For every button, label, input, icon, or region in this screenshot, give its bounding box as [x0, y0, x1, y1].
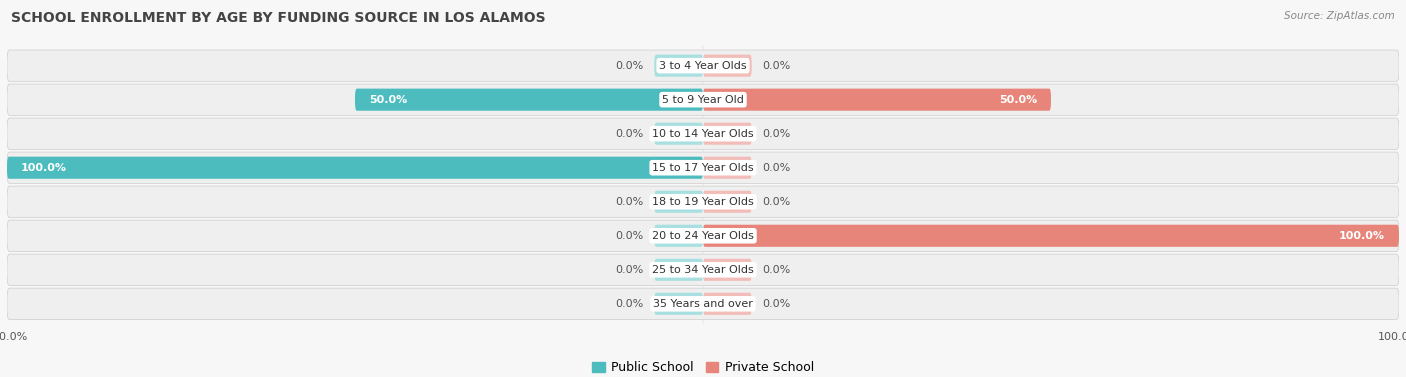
FancyBboxPatch shape	[7, 84, 1399, 115]
Text: 0.0%: 0.0%	[616, 197, 644, 207]
FancyBboxPatch shape	[354, 89, 703, 111]
FancyBboxPatch shape	[703, 225, 1399, 247]
FancyBboxPatch shape	[654, 259, 703, 281]
Text: 35 Years and over: 35 Years and over	[652, 299, 754, 309]
FancyBboxPatch shape	[654, 123, 703, 145]
FancyBboxPatch shape	[654, 191, 703, 213]
Text: SCHOOL ENROLLMENT BY AGE BY FUNDING SOURCE IN LOS ALAMOS: SCHOOL ENROLLMENT BY AGE BY FUNDING SOUR…	[11, 11, 546, 25]
Text: 20 to 24 Year Olds: 20 to 24 Year Olds	[652, 231, 754, 241]
FancyBboxPatch shape	[703, 123, 752, 145]
FancyBboxPatch shape	[654, 225, 703, 247]
Text: 25 to 34 Year Olds: 25 to 34 Year Olds	[652, 265, 754, 275]
Text: 0.0%: 0.0%	[616, 265, 644, 275]
Legend: Public School, Private School: Public School, Private School	[588, 356, 818, 377]
Text: 100.0%: 100.0%	[1339, 231, 1385, 241]
Text: 0.0%: 0.0%	[762, 197, 790, 207]
Text: 0.0%: 0.0%	[762, 129, 790, 139]
Text: 15 to 17 Year Olds: 15 to 17 Year Olds	[652, 163, 754, 173]
Text: 0.0%: 0.0%	[616, 61, 644, 70]
FancyBboxPatch shape	[703, 191, 752, 213]
Text: 50.0%: 50.0%	[998, 95, 1038, 105]
FancyBboxPatch shape	[703, 293, 752, 315]
FancyBboxPatch shape	[703, 89, 1052, 111]
Text: 0.0%: 0.0%	[616, 299, 644, 309]
Text: 0.0%: 0.0%	[616, 129, 644, 139]
Text: 50.0%: 50.0%	[368, 95, 408, 105]
Text: 0.0%: 0.0%	[616, 231, 644, 241]
Text: 0.0%: 0.0%	[762, 299, 790, 309]
FancyBboxPatch shape	[7, 157, 703, 179]
FancyBboxPatch shape	[7, 152, 1399, 183]
Text: 100.0%: 100.0%	[21, 163, 67, 173]
FancyBboxPatch shape	[7, 254, 1399, 285]
Text: 0.0%: 0.0%	[762, 61, 790, 70]
Text: Source: ZipAtlas.com: Source: ZipAtlas.com	[1284, 11, 1395, 21]
FancyBboxPatch shape	[7, 288, 1399, 319]
FancyBboxPatch shape	[703, 55, 752, 77]
Text: 5 to 9 Year Old: 5 to 9 Year Old	[662, 95, 744, 105]
FancyBboxPatch shape	[7, 118, 1399, 149]
FancyBboxPatch shape	[7, 50, 1399, 81]
Text: 10 to 14 Year Olds: 10 to 14 Year Olds	[652, 129, 754, 139]
FancyBboxPatch shape	[654, 55, 703, 77]
Text: 3 to 4 Year Olds: 3 to 4 Year Olds	[659, 61, 747, 70]
Text: 0.0%: 0.0%	[762, 265, 790, 275]
FancyBboxPatch shape	[654, 293, 703, 315]
Text: 18 to 19 Year Olds: 18 to 19 Year Olds	[652, 197, 754, 207]
FancyBboxPatch shape	[703, 157, 752, 179]
FancyBboxPatch shape	[703, 259, 752, 281]
Text: 0.0%: 0.0%	[762, 163, 790, 173]
FancyBboxPatch shape	[7, 186, 1399, 218]
FancyBboxPatch shape	[7, 220, 1399, 251]
